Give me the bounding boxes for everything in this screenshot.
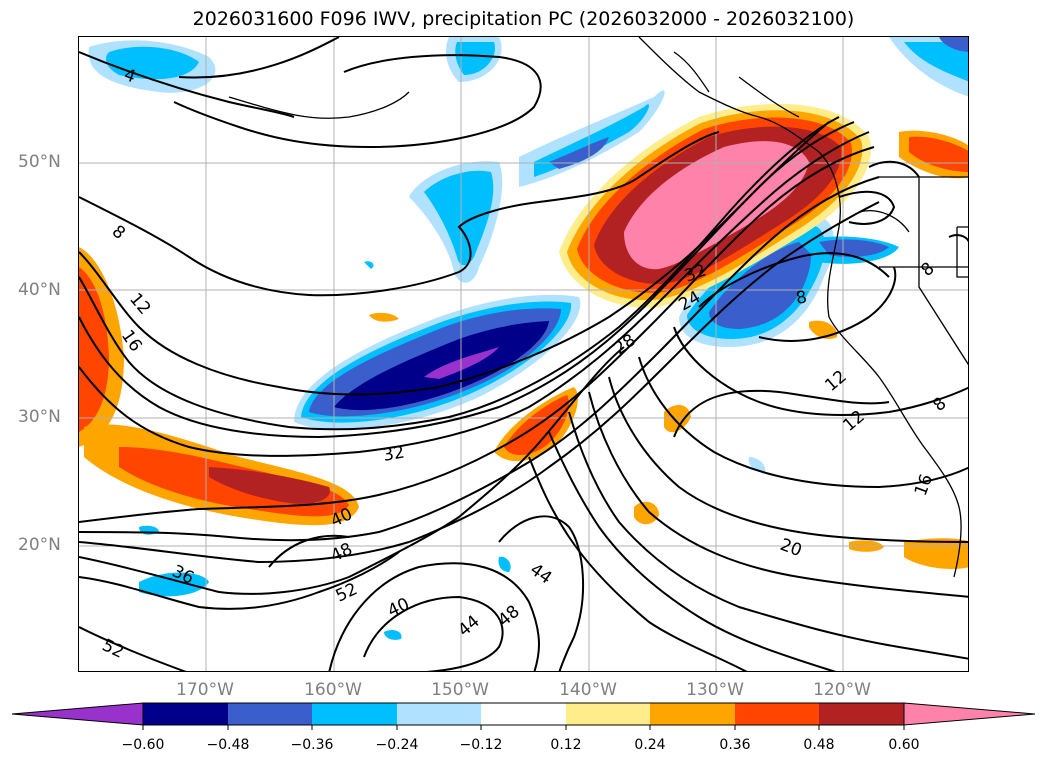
colorbar-segment	[481, 703, 566, 725]
lon-label-130w: 130°W	[686, 680, 744, 700]
lon-label-170w: 170°W	[176, 680, 234, 700]
precip-shading	[79, 37, 968, 640]
contour-label: 32	[381, 442, 406, 465]
colorbar-tick-label: −0.48	[206, 737, 250, 753]
colorbar-tick-label: 0.36	[719, 737, 751, 753]
contour-label: 44	[526, 560, 555, 589]
colorbar-segment	[312, 703, 397, 725]
coastline	[228, 37, 968, 578]
map-canvas: 4 8 12 16 32 24 28 32 40 48 52 36 40 44 …	[79, 37, 968, 671]
colorbar-tick-label: −0.12	[459, 737, 503, 753]
contour-label: 16	[911, 472, 937, 499]
contour-label: 52	[333, 579, 361, 606]
colorbar-tick-label: 0.24	[634, 737, 666, 753]
contour-label: 12	[839, 407, 868, 436]
contour-label: 12	[125, 289, 154, 318]
colorbar-segment	[650, 703, 735, 725]
iwv-contours	[79, 37, 968, 671]
lat-label-30n: 30°N	[18, 407, 61, 427]
colorbar-extend-low	[11, 702, 144, 726]
contour-label: 48	[494, 602, 523, 631]
colorbar-tick-label: −0.60	[121, 737, 165, 753]
colorbar-tick-label: 0.12	[550, 737, 582, 753]
lon-label-150w: 150°W	[431, 680, 489, 700]
lon-label-120w: 120°W	[813, 680, 871, 700]
colorbar-segment	[143, 703, 228, 725]
colorbar	[11, 702, 1036, 730]
contour-label: 12	[821, 367, 850, 396]
colorbar-segment	[735, 703, 819, 725]
colorbar-segment	[397, 703, 481, 725]
lat-label-40n: 40°N	[18, 280, 61, 300]
contour-label: 44	[454, 612, 483, 641]
map-title: 2026031600 F096 IWV, precipitation PC (2…	[192, 8, 855, 30]
contour-label: 8	[917, 259, 938, 281]
colorbar-segment	[228, 703, 312, 725]
contour-label: 48	[328, 539, 356, 566]
colorbar-segment	[566, 703, 650, 725]
lon-label-160w: 160°W	[304, 680, 362, 700]
colorbar-tick-label: −0.24	[375, 737, 419, 753]
lat-label-20n: 20°N	[18, 535, 61, 555]
graticule	[79, 37, 968, 671]
colorbar-extend-high	[903, 702, 1036, 726]
colorbar-segment	[819, 703, 904, 725]
colorbar-tick-label: 0.48	[803, 737, 835, 753]
contour-label: 8	[794, 287, 808, 309]
colorbar-tick-label: 0.60	[888, 737, 920, 753]
contour-label: 20	[777, 535, 804, 561]
map-panel[interactable]: 4 8 12 16 32 24 28 32 40 48 52 36 40 44 …	[78, 36, 969, 672]
contour-label: 40	[385, 594, 413, 621]
contour-label: 8	[108, 222, 129, 244]
lat-label-50n: 50°N	[18, 152, 61, 172]
colorbar-tick-label: −0.36	[290, 737, 334, 753]
lon-label-140w: 140°W	[559, 680, 617, 700]
